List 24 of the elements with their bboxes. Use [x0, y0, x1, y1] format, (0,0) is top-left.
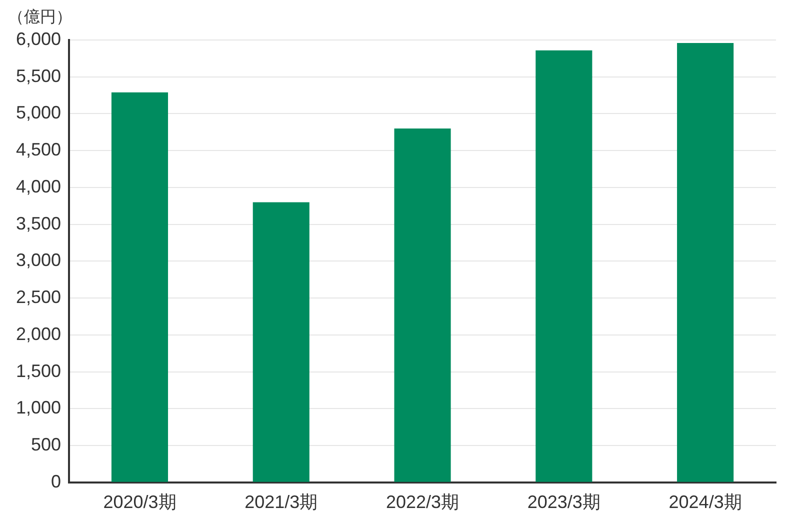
y-tick-label: 1,500 — [16, 360, 62, 381]
x-tick-label: 2023/3期 — [527, 492, 600, 512]
bar — [394, 128, 451, 482]
x-tick-label: 2024/3期 — [668, 492, 742, 512]
y-tick-label: 6,000 — [16, 28, 62, 49]
x-tick-label: 2020/3期 — [103, 492, 176, 512]
bar — [536, 50, 592, 482]
y-tick-label: 3,000 — [16, 250, 62, 270]
bar — [677, 42, 734, 482]
y-tick-label: 2,000 — [16, 324, 62, 344]
x-tick-label: 2022/3期 — [386, 492, 460, 512]
y-axis-title: （億円） — [8, 7, 72, 26]
y-tick-label: 0 — [51, 471, 62, 492]
bar — [111, 92, 168, 482]
y-tick-label: 4,500 — [16, 140, 62, 160]
y-tick-label: 1,000 — [16, 398, 62, 418]
x-tick-label: 2021/3期 — [244, 492, 318, 512]
y-tick-label: 5,000 — [16, 102, 62, 123]
y-tick-label: 5,500 — [16, 66, 62, 86]
bar — [252, 202, 310, 482]
y-tick-label: 3,500 — [16, 213, 62, 234]
y-tick-label: 4,000 — [16, 176, 62, 196]
y-tick-label: 2,500 — [16, 287, 62, 308]
y-tick-label: 500 — [30, 434, 62, 454]
